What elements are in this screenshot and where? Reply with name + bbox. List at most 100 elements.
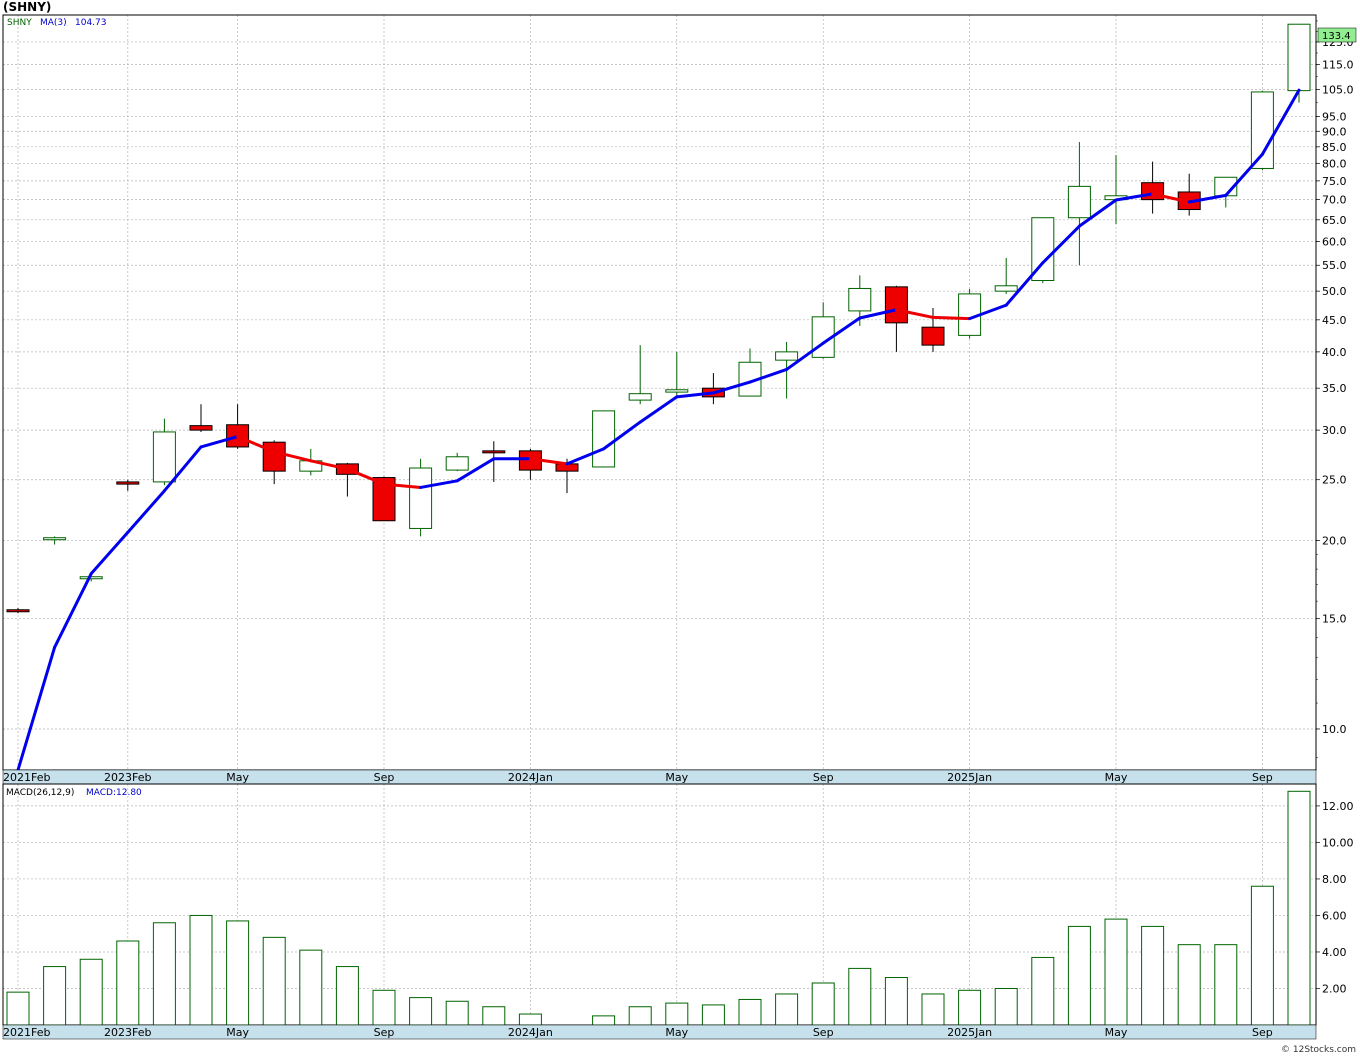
macd-bar <box>701 1004 725 1026</box>
candle <box>1031 217 1055 284</box>
ma-segment <box>675 391 715 399</box>
candle <box>409 458 433 537</box>
site-credit: © 12Stocks.com <box>1281 1045 1356 1055</box>
macd-x-axis-band <box>2 1024 1317 1040</box>
macd-bar <box>1031 956 1055 1026</box>
candle-body <box>775 351 799 361</box>
price-tick-label: 60.0 <box>1322 236 1347 249</box>
chart-title: (SHNY) <box>3 0 51 14</box>
x-tick-label: Sep <box>813 1026 834 1039</box>
price-tick-label: 25.0 <box>1322 474 1347 487</box>
macd-bar <box>6 991 30 1026</box>
ma-segment <box>382 482 423 489</box>
macd-bar <box>921 993 945 1026</box>
candle-body <box>445 456 469 471</box>
ma-segment <box>309 459 349 471</box>
ma-segment <box>236 435 276 454</box>
macd-bar <box>1250 885 1274 1026</box>
candle-body <box>1287 23 1311 92</box>
candle-body <box>665 389 689 393</box>
ma-segment <box>419 479 459 489</box>
candle-body <box>1250 91 1274 169</box>
macd-tick-label: 4.00 <box>1322 946 1347 959</box>
ma-segment <box>1004 261 1045 307</box>
candle-body <box>628 393 652 401</box>
x-tick-label: 2024Jan <box>508 771 553 784</box>
candle <box>1250 90 1274 171</box>
candle-body <box>262 441 286 472</box>
price-tick-label: 115.0 <box>1322 59 1354 72</box>
price-tick-label: 85.0 <box>1322 141 1347 154</box>
x-tick-label: 2025Jan <box>947 1026 992 1039</box>
candle <box>6 608 30 614</box>
price-x-axis: 2021Feb 2023Feb May Sep 2024Jan May Sep 2025Jan… <box>3 771 1273 784</box>
price-tick-label: 10.0 <box>1322 723 1347 736</box>
ma-segment <box>821 316 862 345</box>
ma-segment <box>162 445 203 493</box>
ma-line <box>16 88 1301 772</box>
x-tick-label: May <box>1105 771 1128 784</box>
candle-body <box>884 286 908 324</box>
price-tick-label: 45.0 <box>1322 314 1347 327</box>
candle-body <box>1067 185 1091 219</box>
ma-segment <box>1260 88 1301 156</box>
price-tick-label: 20.0 <box>1322 534 1347 547</box>
x-tick-label: Sep <box>374 771 395 784</box>
macd-bar <box>189 914 213 1026</box>
ma-segment <box>858 308 898 320</box>
price-tick-label: 35.0 <box>1322 382 1347 395</box>
x-tick-label: May <box>226 1026 249 1039</box>
candle <box>665 351 689 397</box>
candle-body <box>592 410 616 468</box>
macd-bar <box>994 987 1018 1026</box>
candle <box>152 418 176 486</box>
macd-tick-label: 8.00 <box>1322 873 1347 886</box>
macd-bar <box>1287 790 1311 1026</box>
price-tick-label: 65.0 <box>1322 214 1347 227</box>
macd-bar <box>79 958 103 1026</box>
ma-segment <box>1224 152 1264 197</box>
candle <box>1067 142 1091 266</box>
candle-body <box>189 425 213 431</box>
macd-bar <box>738 998 762 1026</box>
macd-bar <box>1177 944 1201 1026</box>
candle <box>43 536 67 545</box>
macd-tick-label: 10.00 <box>1322 836 1354 849</box>
ma-segment <box>565 447 606 466</box>
candle-body <box>409 467 433 529</box>
macd-bar <box>445 1000 469 1026</box>
candle <box>628 345 652 405</box>
candle <box>372 476 396 522</box>
last-price-label: 133.4 <box>1322 31 1351 42</box>
macd-bar <box>262 936 286 1026</box>
macd-bars <box>6 790 1311 1026</box>
legend-ma-label: MA(3) <box>40 18 67 28</box>
macd-bar <box>1067 925 1091 1026</box>
legend-ma-value: 104.73 <box>75 18 107 28</box>
macd-bar <box>592 1015 616 1026</box>
price-tick-label: 90.0 <box>1322 125 1347 138</box>
candle-body <box>6 609 30 613</box>
price-tick-label: 70.0 <box>1322 194 1347 207</box>
x-tick-label: Sep <box>813 771 834 784</box>
ma-segment <box>199 435 240 449</box>
macd-bar <box>372 989 396 1026</box>
ma-segment <box>345 467 386 486</box>
ma-segment <box>528 457 569 466</box>
price-tick-label: 55.0 <box>1322 259 1347 272</box>
macd-bar <box>43 966 67 1026</box>
macd-bar <box>958 989 982 1026</box>
macd-tick-label: 6.00 <box>1322 909 1347 922</box>
price-tick-label: 30.0 <box>1322 424 1347 437</box>
ma-segment <box>638 395 679 424</box>
ma-segment <box>1151 192 1191 204</box>
macd-bar <box>409 997 433 1026</box>
macd-bar <box>775 993 799 1026</box>
ma-segment <box>894 308 935 319</box>
x-tick-label: May <box>665 1026 688 1039</box>
candle <box>884 285 908 352</box>
candle-body <box>1031 217 1055 281</box>
